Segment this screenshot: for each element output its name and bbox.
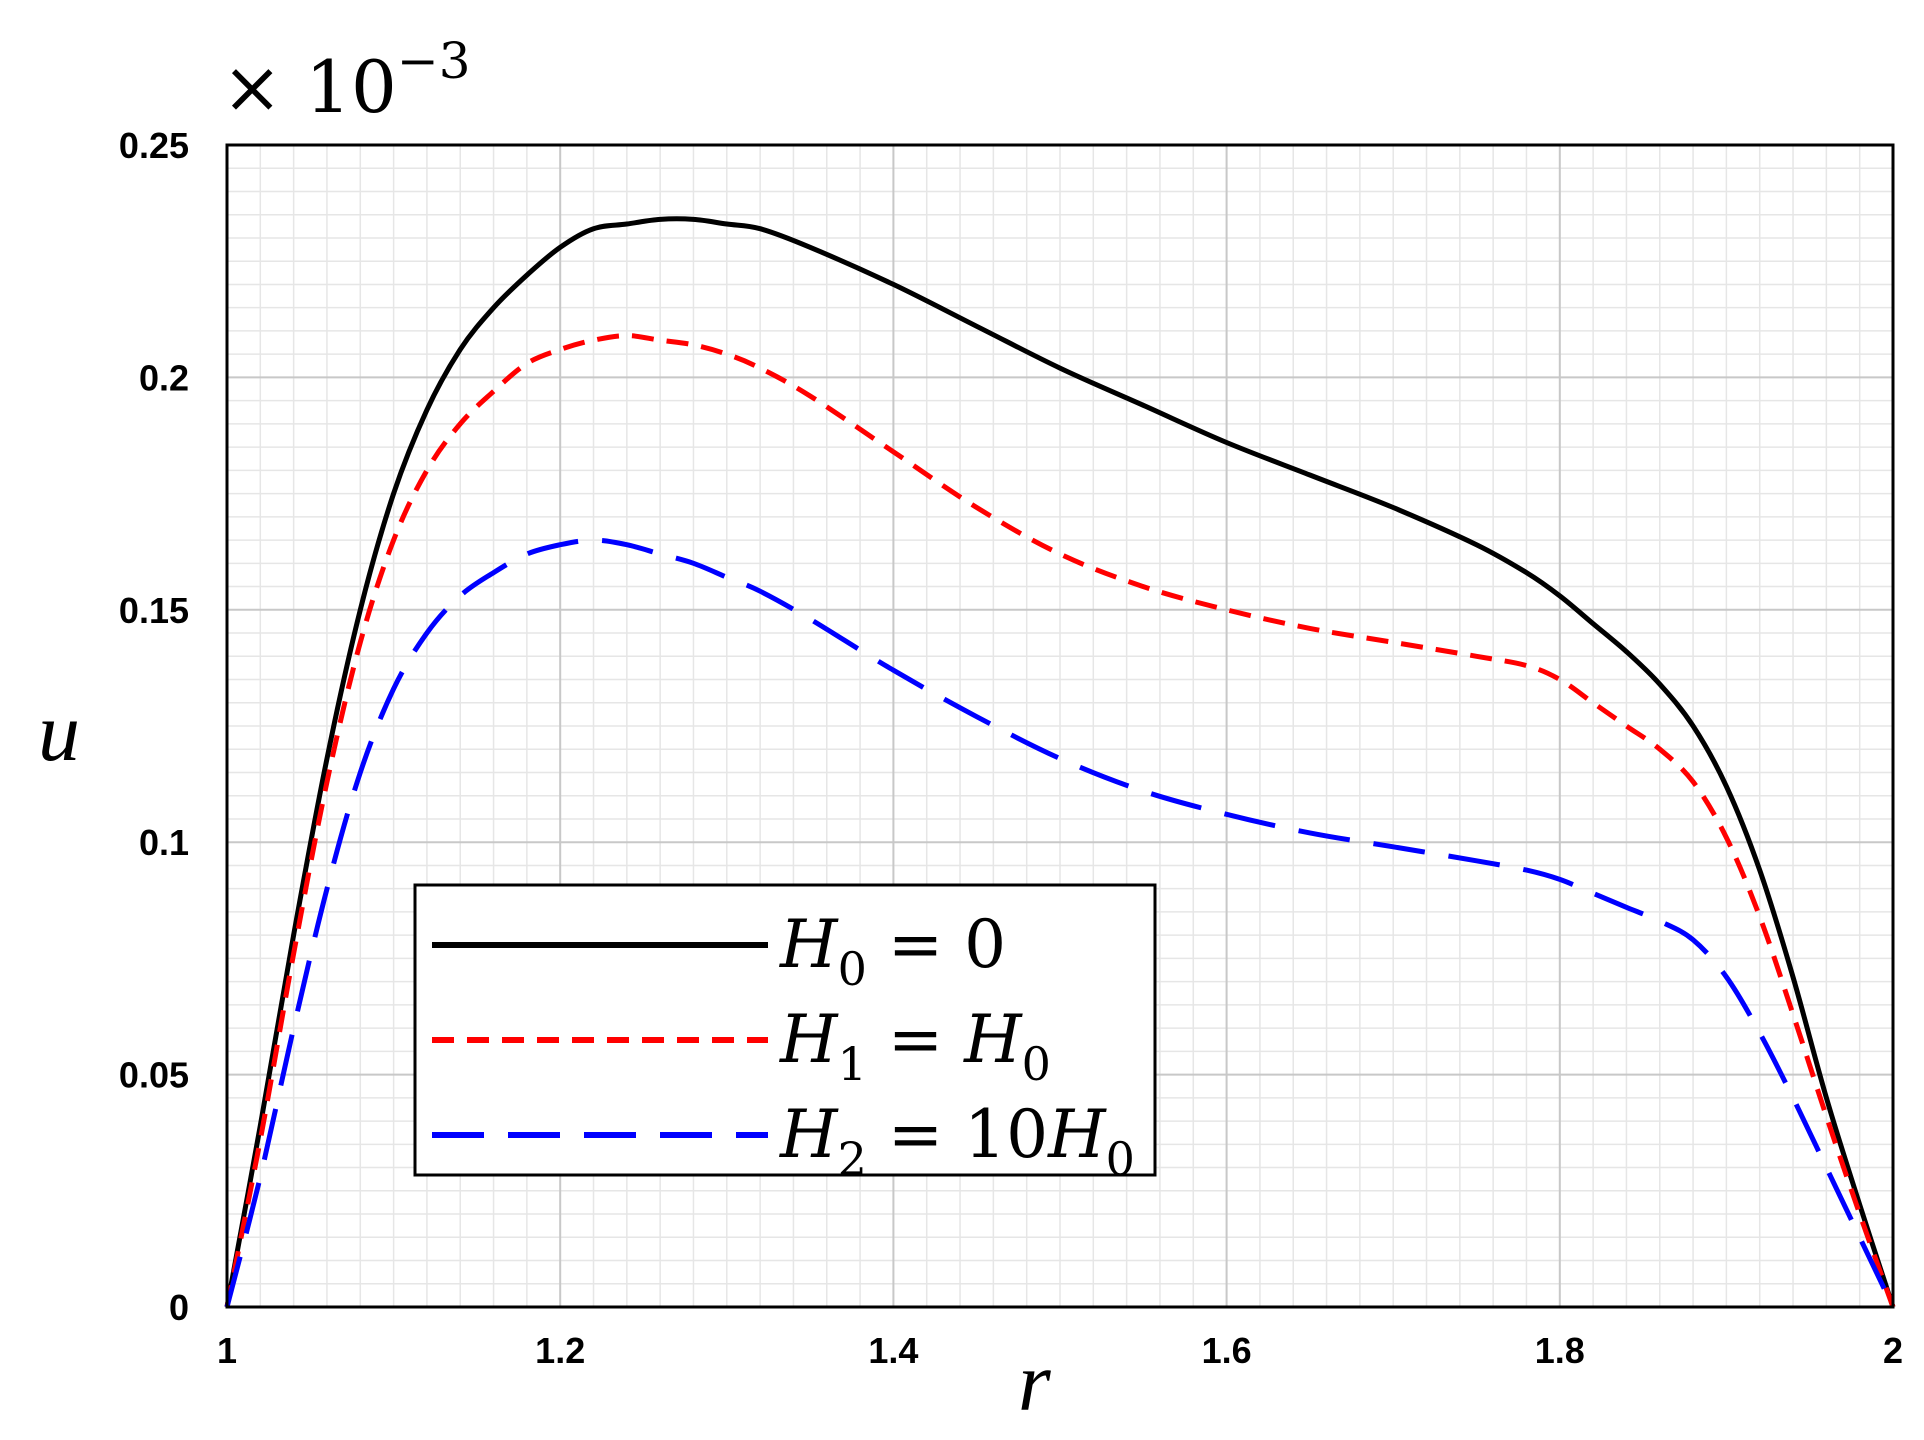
series-line-1 — [224, 216, 1896, 1308]
y-scale-multiplier: × 10−3 — [222, 32, 471, 129]
legend-symbol: H — [779, 1001, 839, 1078]
y-tick-label: 0 — [169, 1287, 189, 1328]
legend-label-3: H2 = 10H0 — [779, 1096, 1135, 1186]
y-tick-label: 0.15 — [119, 590, 189, 631]
y-tick-label: 0.25 — [119, 125, 189, 166]
legend-subscript: 2 — [838, 1132, 867, 1186]
y-tick-label: 0.2 — [139, 357, 189, 398]
legend-label-1: H0 = 0 — [779, 906, 1006, 996]
x-tick-label: 2 — [1883, 1330, 1903, 1371]
legend-box — [413, 883, 1157, 1177]
legend-symbol: H — [1047, 1096, 1107, 1173]
y-axis-label: u — [38, 686, 80, 779]
x-tick-label: 1.6 — [1202, 1330, 1252, 1371]
x-tick-labels: 1 1.2 1.4 1.6 1.8 2 — [217, 1330, 1903, 1371]
y-tick-label: 0.05 — [119, 1055, 189, 1096]
legend-subscript: 0 — [1106, 1132, 1135, 1186]
legend-subscript: 0 — [838, 942, 867, 996]
x-tick-label: 1 — [217, 1330, 237, 1371]
plot-frame — [225, 143, 1895, 1309]
legend-rest: = — [867, 1001, 964, 1078]
x-tick-label: 1.8 — [1535, 1330, 1585, 1371]
x-axis-label: r — [1018, 1336, 1051, 1429]
legend-rest: = 0 — [867, 906, 1006, 983]
y-scale-multiplier-base: × 10 — [222, 45, 397, 129]
legend-rest: = 10 — [867, 1096, 1048, 1173]
legend-subscript: 0 — [1022, 1037, 1051, 1091]
legend-label-2: H1 = H0 — [779, 1001, 1051, 1091]
legend-symbol: H — [963, 1001, 1023, 1078]
x-tick-label: 1.4 — [868, 1330, 918, 1371]
y-tick-label: 0.1 — [139, 822, 189, 863]
series-layer — [224, 216, 1896, 1309]
legend-symbol: H — [779, 906, 839, 983]
y-scale-multiplier-exponent: −3 — [397, 32, 471, 90]
legend-subscript: 1 — [838, 1037, 867, 1091]
y-tick-labels: 0 0.05 0.1 0.15 0.2 0.25 — [119, 125, 189, 1328]
legend-symbol: H — [779, 1096, 839, 1173]
x-tick-label: 1.2 — [535, 1330, 585, 1371]
series-line-3 — [224, 537, 1896, 1309]
series-line-2 — [224, 333, 1896, 1308]
